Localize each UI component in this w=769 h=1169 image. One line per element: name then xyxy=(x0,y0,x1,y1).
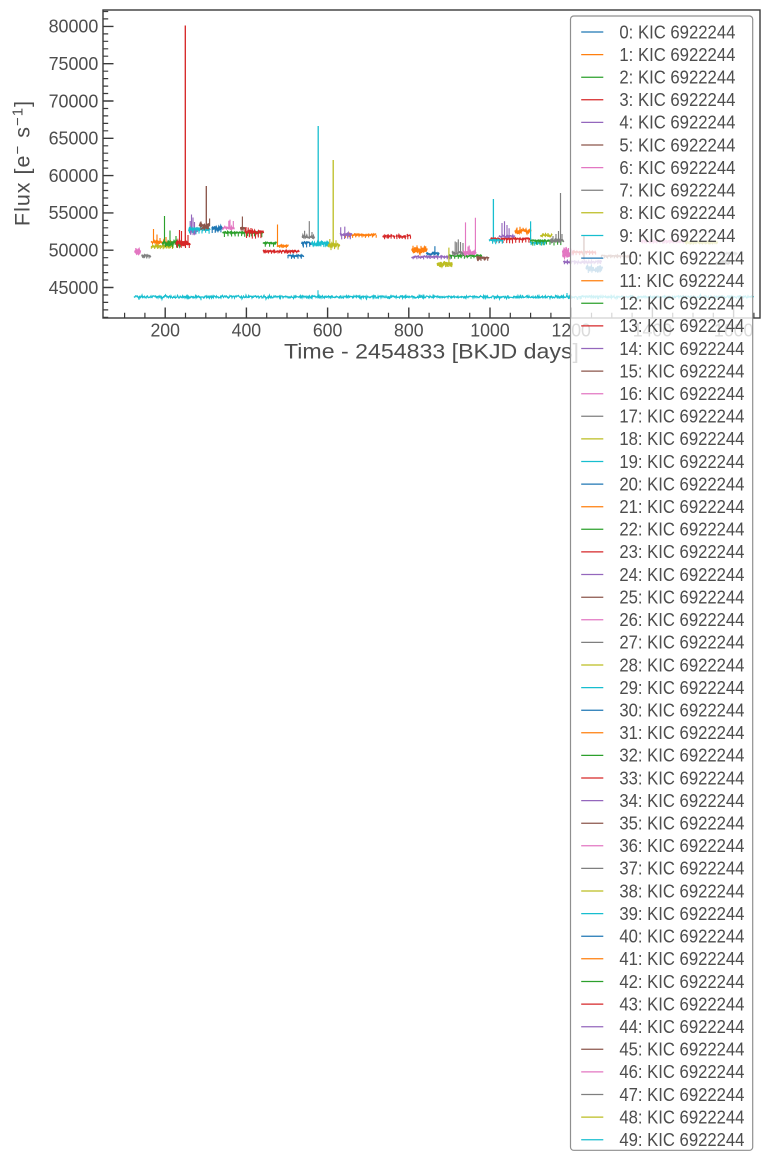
svg-text:400: 400 xyxy=(232,321,262,341)
svg-text:22: KIC 6922244: 22: KIC 6922244 xyxy=(619,520,744,540)
svg-text:11: KIC 6922244: 11: KIC 6922244 xyxy=(619,271,744,291)
svg-text:65000: 65000 xyxy=(49,129,99,149)
svg-text:27: KIC 6922244: 27: KIC 6922244 xyxy=(619,633,744,653)
svg-text:55000: 55000 xyxy=(49,203,99,223)
svg-text:4: KIC 6922244: 4: KIC 6922244 xyxy=(619,113,735,133)
svg-text:7: KIC 6922244: 7: KIC 6922244 xyxy=(619,181,735,201)
svg-text:42: KIC 6922244: 42: KIC 6922244 xyxy=(619,972,744,992)
svg-text:21: KIC 6922244: 21: KIC 6922244 xyxy=(619,497,744,517)
svg-text:1: KIC 6922244: 1: KIC 6922244 xyxy=(619,45,735,65)
svg-text:28: KIC 6922244: 28: KIC 6922244 xyxy=(619,655,744,675)
svg-text:40: KIC 6922244: 40: KIC 6922244 xyxy=(619,927,744,947)
svg-text:35: KIC 6922244: 35: KIC 6922244 xyxy=(619,814,744,834)
svg-text:200: 200 xyxy=(150,321,180,341)
svg-text:14: KIC 6922244: 14: KIC 6922244 xyxy=(619,339,744,359)
svg-text:10: KIC 6922244: 10: KIC 6922244 xyxy=(619,248,744,268)
svg-text:17: KIC 6922244: 17: KIC 6922244 xyxy=(619,407,744,427)
svg-text:18: KIC 6922244: 18: KIC 6922244 xyxy=(619,429,744,449)
svg-text:44: KIC 6922244: 44: KIC 6922244 xyxy=(619,1017,744,1037)
svg-text:1000: 1000 xyxy=(470,321,509,341)
svg-text:Flux [e− s−1]: Flux [e− s−1] xyxy=(10,100,35,226)
svg-text:37: KIC 6922244: 37: KIC 6922244 xyxy=(619,859,744,879)
svg-text:9: KIC 6922244: 9: KIC 6922244 xyxy=(619,226,735,246)
svg-text:70000: 70000 xyxy=(49,91,99,111)
svg-text:32: KIC 6922244: 32: KIC 6922244 xyxy=(619,746,744,766)
svg-text:50000: 50000 xyxy=(49,241,99,261)
svg-text:46: KIC 6922244: 46: KIC 6922244 xyxy=(619,1062,744,1082)
svg-text:29: KIC 6922244: 29: KIC 6922244 xyxy=(619,678,744,698)
svg-text:0: KIC 6922244: 0: KIC 6922244 xyxy=(619,22,735,42)
svg-text:49: KIC 6922244: 49: KIC 6922244 xyxy=(619,1130,744,1150)
svg-text:43: KIC 6922244: 43: KIC 6922244 xyxy=(619,994,744,1014)
svg-text:19: KIC 6922244: 19: KIC 6922244 xyxy=(619,452,744,472)
svg-text:38: KIC 6922244: 38: KIC 6922244 xyxy=(619,881,744,901)
svg-text:8: KIC 6922244: 8: KIC 6922244 xyxy=(619,203,735,223)
svg-text:75000: 75000 xyxy=(49,54,99,74)
svg-text:2: KIC 6922244: 2: KIC 6922244 xyxy=(619,68,735,88)
svg-text:26: KIC 6922244: 26: KIC 6922244 xyxy=(619,610,744,630)
svg-text:34: KIC 6922244: 34: KIC 6922244 xyxy=(619,791,744,811)
svg-text:23: KIC 6922244: 23: KIC 6922244 xyxy=(619,542,744,562)
svg-text:5: KIC 6922244: 5: KIC 6922244 xyxy=(619,135,735,155)
svg-text:25: KIC 6922244: 25: KIC 6922244 xyxy=(619,588,744,608)
svg-text:13: KIC 6922244: 13: KIC 6922244 xyxy=(619,316,744,336)
svg-text:48: KIC 6922244: 48: KIC 6922244 xyxy=(619,1107,744,1127)
svg-text:45000: 45000 xyxy=(49,278,99,298)
svg-text:12: KIC 6922244: 12: KIC 6922244 xyxy=(619,294,744,314)
svg-text:31: KIC 6922244: 31: KIC 6922244 xyxy=(619,723,744,743)
svg-text:60000: 60000 xyxy=(49,166,99,186)
svg-text:600: 600 xyxy=(313,321,343,341)
svg-text:16: KIC 6922244: 16: KIC 6922244 xyxy=(619,384,744,404)
svg-text:3: KIC 6922244: 3: KIC 6922244 xyxy=(619,90,735,110)
svg-text:20: KIC 6922244: 20: KIC 6922244 xyxy=(619,474,744,494)
svg-text:33: KIC 6922244: 33: KIC 6922244 xyxy=(619,768,744,788)
svg-text:Time - 2454833 [BKJD days]: Time - 2454833 [BKJD days] xyxy=(284,340,579,364)
svg-text:30: KIC 6922244: 30: KIC 6922244 xyxy=(619,701,744,721)
svg-text:800: 800 xyxy=(394,321,424,341)
svg-text:24: KIC 6922244: 24: KIC 6922244 xyxy=(619,565,744,585)
svg-text:36: KIC 6922244: 36: KIC 6922244 xyxy=(619,836,744,856)
svg-text:45: KIC 6922244: 45: KIC 6922244 xyxy=(619,1040,744,1060)
svg-text:47: KIC 6922244: 47: KIC 6922244 xyxy=(619,1085,744,1105)
svg-text:41: KIC 6922244: 41: KIC 6922244 xyxy=(619,949,744,969)
svg-text:6: KIC 6922244: 6: KIC 6922244 xyxy=(619,158,735,178)
svg-text:80000: 80000 xyxy=(49,17,99,37)
svg-text:15: KIC 6922244: 15: KIC 6922244 xyxy=(619,361,744,381)
svg-text:39: KIC 6922244: 39: KIC 6922244 xyxy=(619,904,744,924)
